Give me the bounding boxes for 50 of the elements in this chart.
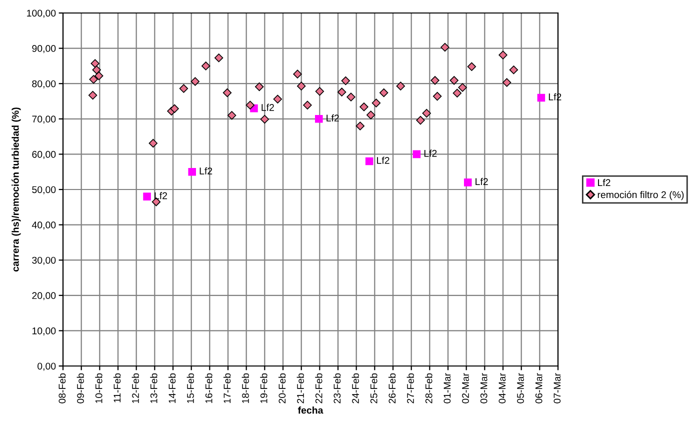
x-tick-label: 10-Feb	[95, 373, 102, 404]
x-tick-label: 14-Feb	[168, 373, 176, 404]
x-tick-label: 02-Mar	[462, 373, 469, 404]
x-tick-label: 21-Feb	[296, 373, 304, 404]
x-tick-label: 17-Feb	[223, 373, 231, 404]
y-tick-label: 30,00	[32, 256, 56, 265]
y-tick-label: 20,00	[32, 292, 56, 300]
x-tick-label: 03-Mar	[480, 373, 488, 404]
x-tick-label: 13-Feb	[150, 373, 158, 404]
y-axis-title: carrera (hs)/remoción turbiedad (%)	[12, 108, 21, 272]
annotation: Lf2	[476, 178, 488, 185]
annotation: Lf2	[200, 167, 212, 174]
annotation: Lf2	[154, 192, 167, 200]
x-tick-label: 16-Feb	[205, 373, 212, 404]
x-tick-label: 23-Feb	[333, 373, 341, 404]
y-tick-label: 50,00	[32, 186, 56, 194]
legend-label: Lf2	[598, 178, 610, 186]
x-tick-label: 24-Feb	[352, 373, 359, 404]
x-tick-label: 27-Feb	[406, 373, 414, 404]
y-tick-label: 10,00	[32, 327, 56, 336]
x-axis-title: fecha	[298, 406, 324, 414]
x-tick-label: 12-Feb	[132, 373, 139, 404]
y-tick-label: 40,00	[32, 222, 56, 230]
y-tick-label: 70,00	[32, 116, 56, 124]
x-tick-label: 19-Feb	[260, 373, 268, 404]
legend-label: remoción filtro 2 (%)	[598, 190, 684, 200]
x-tick-label: 09-Feb	[76, 373, 84, 404]
x-tick-label: 08-Feb	[58, 373, 66, 404]
y-tick-label: 0,00	[38, 362, 56, 371]
x-tick-label: 20-Feb	[278, 373, 286, 404]
annotation: Lf2	[377, 156, 390, 164]
y-tick-label: 60,00	[32, 150, 56, 159]
x-tick-label: 01-Mar	[444, 373, 451, 404]
y-tick-label: 90,00	[32, 45, 56, 54]
y-tick-label: 80,00	[32, 80, 56, 88]
x-tick-label: 07-Mar	[554, 373, 561, 404]
x-tick-label: 28-Feb	[425, 373, 432, 404]
annotation: Lf2	[424, 150, 437, 157]
x-tick-label: 26-Feb	[388, 373, 396, 404]
x-tick-label: 25-Feb	[370, 373, 378, 404]
x-tick-label: 05-Mar	[517, 373, 524, 404]
annotation: Lf2	[326, 114, 339, 122]
x-tick-label: 15-Feb	[186, 373, 194, 404]
x-tick-label: 04-Mar	[498, 373, 506, 404]
x-tick-label: 11-Feb	[113, 373, 121, 402]
y-tick-label: 100,00	[27, 10, 56, 18]
x-tick-label: 06-Mar	[535, 373, 542, 404]
x-tick-label: 22-Feb	[315, 373, 322, 404]
x-tick-label: 18-Feb	[242, 373, 249, 404]
annotation: Lf2	[262, 104, 274, 111]
